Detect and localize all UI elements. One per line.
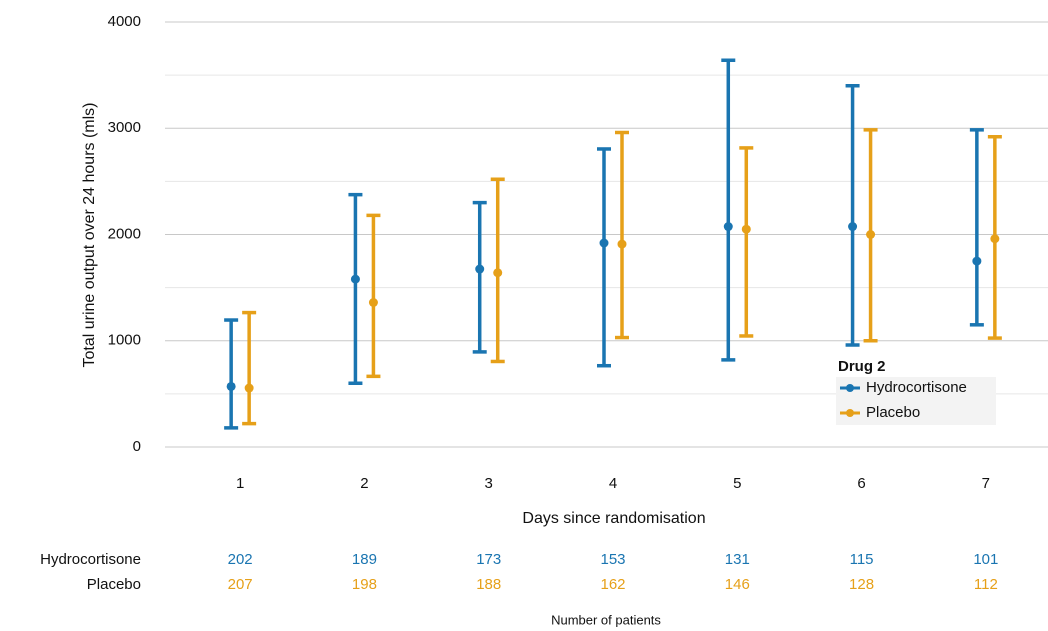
legend-label: Placebo bbox=[866, 404, 920, 421]
patients-count: 112 bbox=[974, 576, 998, 593]
patients-title: Number of patients bbox=[551, 612, 661, 627]
patients-count: 101 bbox=[973, 551, 998, 568]
point bbox=[350, 274, 360, 284]
y-tick-label: 2000 bbox=[108, 225, 141, 242]
legend-title: Drug 2 bbox=[838, 358, 886, 375]
point bbox=[848, 222, 858, 232]
x-tick-label: 7 bbox=[982, 475, 990, 492]
point bbox=[723, 222, 733, 232]
point bbox=[990, 234, 1000, 244]
legend-marker bbox=[846, 409, 854, 417]
x-tick-label: 1 bbox=[236, 475, 244, 492]
point bbox=[244, 383, 254, 393]
y-tick-label: 0 bbox=[133, 438, 141, 455]
legend-background bbox=[836, 377, 996, 425]
point bbox=[493, 268, 503, 278]
x-tick-label: 5 bbox=[733, 475, 741, 492]
y-tick-label: 1000 bbox=[108, 332, 141, 349]
patients-count: 173 bbox=[476, 551, 501, 568]
patients-count: 162 bbox=[600, 576, 625, 593]
x-tick-label: 2 bbox=[360, 475, 368, 492]
point bbox=[972, 256, 982, 266]
patients-row-label: Placebo bbox=[87, 576, 141, 593]
patients-count: 128 bbox=[849, 576, 874, 593]
legend-label: Hydrocortisone bbox=[866, 379, 967, 396]
x-tick-label: 4 bbox=[609, 475, 617, 492]
point bbox=[866, 230, 876, 239]
patients-count: 207 bbox=[228, 576, 253, 593]
x-tick-label: 6 bbox=[857, 475, 865, 492]
y-tick-label: 4000 bbox=[108, 13, 141, 30]
patients-row-label: Hydrocortisone bbox=[40, 551, 141, 568]
legend-marker bbox=[846, 384, 854, 392]
y-axis-label: Total urine output over 24 hours (mls) bbox=[81, 102, 98, 367]
point bbox=[368, 298, 378, 307]
point bbox=[599, 238, 609, 248]
patients-count: 202 bbox=[228, 551, 253, 568]
patients-count: 131 bbox=[725, 551, 750, 568]
x-axis-label: Days since randomisation bbox=[522, 510, 705, 527]
point bbox=[741, 224, 751, 234]
y-tick-label: 3000 bbox=[108, 119, 141, 136]
patients-count: 188 bbox=[476, 576, 501, 593]
point bbox=[226, 381, 236, 391]
patients-count: 153 bbox=[600, 551, 625, 568]
patients-count: 189 bbox=[352, 551, 377, 568]
patients-count: 115 bbox=[850, 551, 874, 568]
point bbox=[475, 264, 485, 274]
patients-count: 146 bbox=[725, 576, 750, 593]
x-tick-label: 3 bbox=[485, 475, 493, 492]
point bbox=[617, 239, 627, 249]
patients-count: 198 bbox=[352, 576, 377, 593]
